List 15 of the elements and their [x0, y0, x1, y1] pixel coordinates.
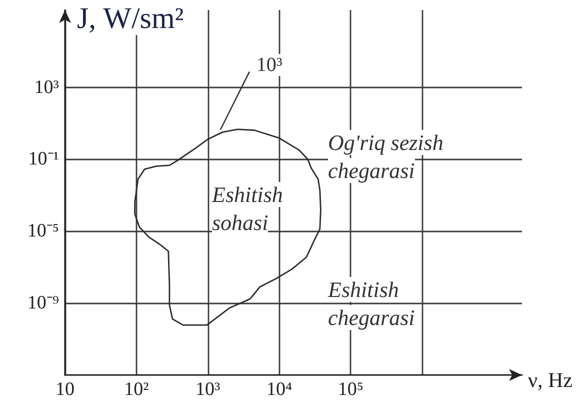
x-tick-label: 10⁵	[338, 379, 364, 400]
x-axis-title: ν, Hz	[526, 368, 574, 392]
annotation: Eshitish chegarasi	[328, 277, 415, 330]
annotation: 10³	[256, 54, 282, 76]
x-tick-label: 10²	[124, 379, 150, 400]
y-tick-label: 10⁻¹	[28, 148, 60, 170]
x-tick-label: 10³	[196, 379, 221, 400]
y-tick-label: 10⁻⁵	[27, 220, 59, 242]
x-tick-label: 10	[56, 379, 74, 400]
x-tick-label: 10⁴	[266, 379, 292, 400]
y-axis-title: J, W/sm²	[75, 2, 186, 35]
y-tick-label: 10⁻⁹	[27, 292, 60, 314]
y-tick-label: 10³	[34, 76, 60, 98]
annotation: Eshitish sohasi	[212, 182, 283, 235]
annotation: Og'riq sezish chegarasi	[328, 130, 444, 183]
